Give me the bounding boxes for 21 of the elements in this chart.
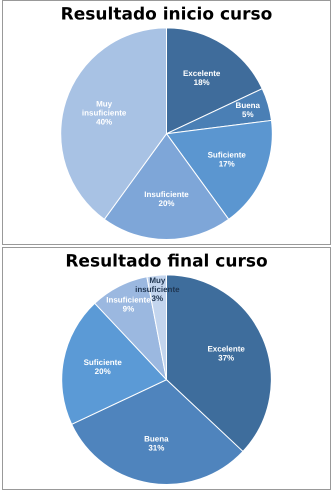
data-label: 20% bbox=[158, 199, 175, 208]
data-label: 31% bbox=[148, 444, 164, 453]
slice-label: Insuficiente bbox=[106, 296, 152, 305]
data-label: 20% bbox=[94, 367, 111, 376]
slice-label: Muy insuficiente bbox=[82, 100, 127, 118]
data-label: 17% bbox=[218, 159, 235, 168]
chart-title: Resultado final curso bbox=[65, 252, 268, 272]
slice-label: Excelente bbox=[207, 344, 246, 354]
data-label: 9% bbox=[122, 304, 134, 314]
data-label: 40% bbox=[96, 118, 112, 127]
slice-label: Suficiente bbox=[208, 150, 246, 160]
slice-label: Buena bbox=[144, 434, 170, 444]
data-label: 5% bbox=[242, 110, 254, 119]
slice-label: Suficiente bbox=[84, 358, 122, 368]
slice-label: Buena bbox=[236, 100, 261, 110]
data-label: 37% bbox=[218, 354, 234, 363]
data-label: 3% bbox=[152, 294, 164, 304]
chart-title: Resultado inicio curso bbox=[60, 4, 272, 25]
slice-label: Insuficiente bbox=[144, 190, 190, 199]
slice-label: Excelente bbox=[182, 69, 221, 78]
data-label: 18% bbox=[194, 78, 210, 88]
